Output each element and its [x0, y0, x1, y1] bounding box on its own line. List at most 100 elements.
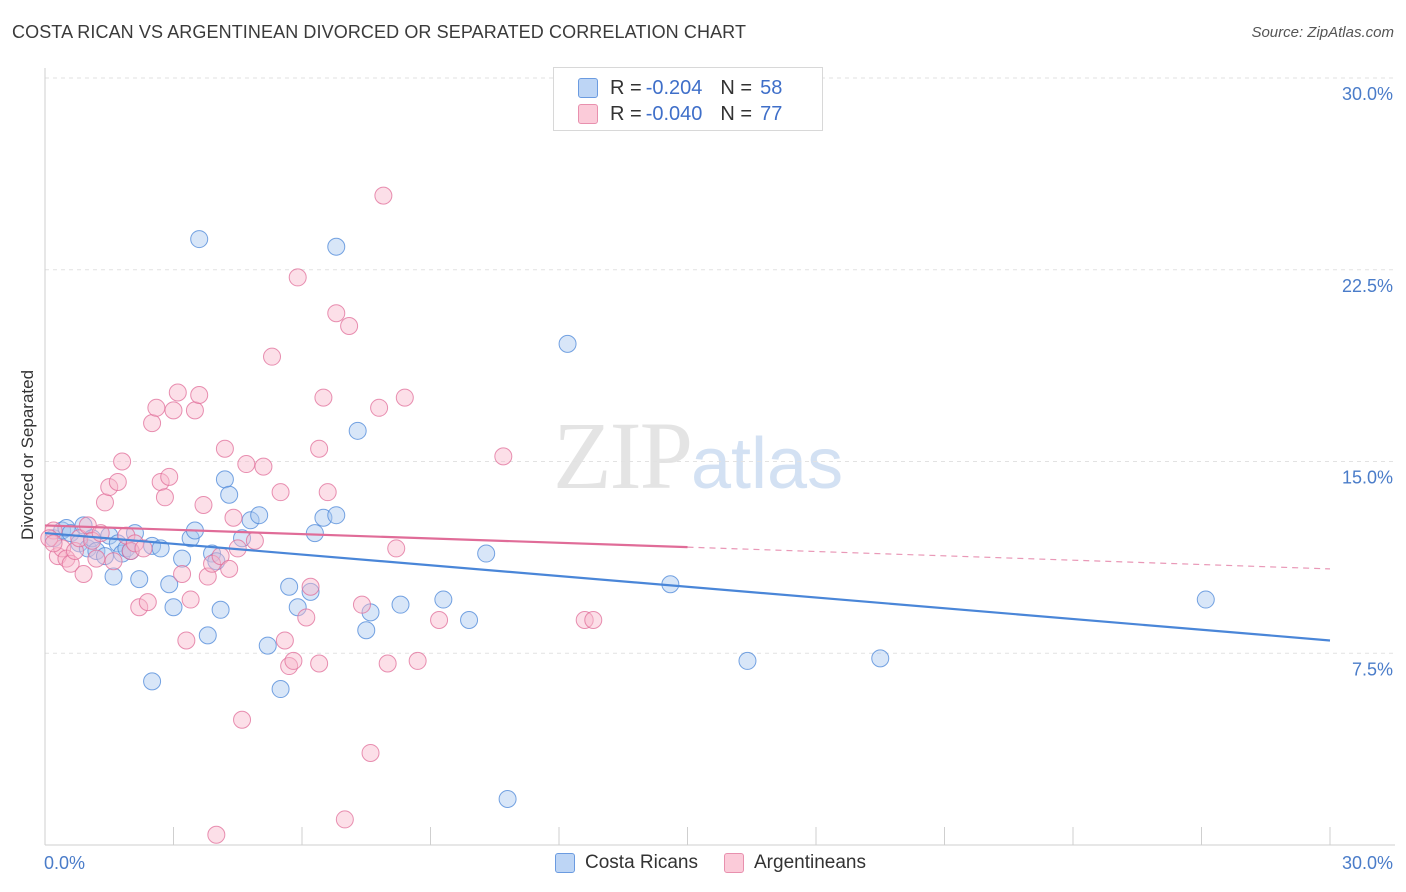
argentineans-point	[160, 467, 179, 486]
argentineans-point	[494, 447, 513, 466]
argentineans-point	[374, 186, 393, 205]
argentineans-point	[288, 268, 307, 287]
costa-ricans-point	[220, 485, 239, 504]
argentineans-point	[271, 483, 290, 502]
chart-title: COSTA RICAN VS ARGENTINEAN DIVORCED OR S…	[12, 22, 747, 42]
costa-ricans-point	[391, 595, 410, 614]
argentineans-point	[352, 595, 371, 614]
costa-ricans-point	[198, 626, 217, 645]
legend-swatch-pink	[578, 104, 598, 124]
argentineans-point	[310, 654, 329, 673]
argentineans-trendline	[44, 524, 688, 549]
legend-row-argentineans: R = -0.040 N = 77	[578, 101, 782, 127]
argentineans-point	[44, 534, 63, 553]
costa-ricans-point	[87, 541, 106, 560]
x-tick-label-max: 30.0%	[1342, 853, 1393, 873]
argentineans-point	[177, 631, 196, 650]
watermark-zip: ZIP	[553, 402, 693, 509]
costa-ricans-point	[104, 567, 123, 586]
argentineans-point	[147, 398, 166, 417]
argentineans-point	[190, 386, 209, 405]
source-credit: Source: ZipAtlas.com	[1251, 24, 1394, 41]
argentineans-point	[584, 611, 603, 630]
argentineans-point	[408, 651, 427, 670]
legend-n-label: N =	[720, 76, 753, 99]
argentineans-point	[301, 577, 320, 596]
y-tick-label: 22.5%	[1342, 276, 1393, 296]
costa-ricans-point	[327, 506, 346, 525]
argentineans-point	[207, 825, 226, 844]
costa-ricans-point	[434, 590, 453, 609]
argentineans-point	[318, 483, 337, 502]
legend-r-value: -0.040	[645, 102, 703, 125]
costa-ricans-point	[271, 680, 290, 699]
costa-ricans-point	[357, 621, 376, 640]
legend-r-label: R =	[610, 76, 642, 99]
argentineans-point	[335, 810, 354, 829]
argentineans-point	[361, 743, 380, 762]
costa-ricans-point	[738, 651, 757, 670]
argentineans-point	[143, 414, 162, 433]
legend-swatch-pink	[724, 853, 744, 873]
argentineans-point	[134, 539, 153, 558]
costa-ricans-point	[460, 611, 479, 630]
watermark: ZIPatlas	[553, 400, 843, 511]
argentineans-point	[314, 388, 333, 407]
legend-n-label: N =	[720, 102, 753, 125]
y-tick-label: 7.5%	[1352, 659, 1393, 679]
argentineans-point	[100, 478, 119, 497]
argentineans-point	[87, 549, 106, 568]
y-axis-label: Divorced or Separated	[18, 370, 37, 540]
axes	[44, 68, 1395, 846]
series-legend: Costa Ricans Argentineans	[555, 852, 892, 874]
argentineans-point	[74, 564, 93, 583]
argentineans-point	[95, 493, 114, 512]
costa-ricans-point	[164, 598, 183, 617]
argentineans-point	[181, 590, 200, 609]
argentineans-point	[233, 710, 252, 729]
argentineans-point	[104, 552, 123, 571]
legend-r-value: -0.204	[645, 76, 703, 99]
costa-ricans-point	[173, 549, 192, 568]
argentineans-point	[297, 608, 316, 627]
costa-ricans-point	[348, 421, 367, 440]
argentineans-point	[430, 611, 449, 630]
correlation-legend: R = -0.204 N = 58 R = -0.040 N = 77	[553, 67, 823, 131]
legend-item-costa-ricans: Costa Ricans	[555, 852, 698, 874]
argentineans-point	[215, 439, 234, 458]
legend-row-costa-ricans: R = -0.204 N = 58	[578, 75, 782, 101]
argentineans-point	[155, 488, 174, 507]
argentineans-point	[263, 347, 282, 366]
argentineans-point	[378, 654, 397, 673]
argentineans-point	[138, 593, 157, 612]
costa-ricans-point	[250, 506, 269, 525]
legend-label-argentineans: Argentineans	[754, 852, 866, 873]
costa-ricans-point	[258, 636, 277, 655]
argentineans-point	[173, 564, 192, 583]
argentineans-point	[220, 559, 239, 578]
argentineans-point	[130, 598, 149, 617]
argentineans-point	[387, 539, 406, 558]
trend-lines	[44, 524, 1331, 642]
argentineans-point	[245, 531, 264, 550]
costa-ricans-point	[190, 230, 209, 249]
costa-ricans-trendline	[44, 531, 1331, 642]
argentineans-point	[310, 439, 329, 458]
argentineans-point	[284, 651, 303, 670]
costa-ricans-point	[215, 470, 234, 489]
argentineans-point	[370, 398, 389, 417]
legend-label-costa-ricans: Costa Ricans	[585, 852, 698, 873]
gridlines	[45, 77, 1395, 654]
argentineans-point	[164, 401, 183, 420]
costa-ricans-point	[498, 789, 517, 808]
legend-swatch-blue	[578, 78, 598, 98]
costa-ricans-point	[327, 237, 346, 256]
argentineans-point	[125, 534, 144, 553]
x-tick-label-min: 0.0%	[44, 853, 85, 873]
costa-ricans-point	[211, 600, 230, 619]
costa-ricans-point	[241, 511, 260, 530]
argentineans-point	[327, 304, 346, 323]
costa-ricans-point	[871, 649, 890, 668]
argentineans-point	[185, 401, 204, 420]
